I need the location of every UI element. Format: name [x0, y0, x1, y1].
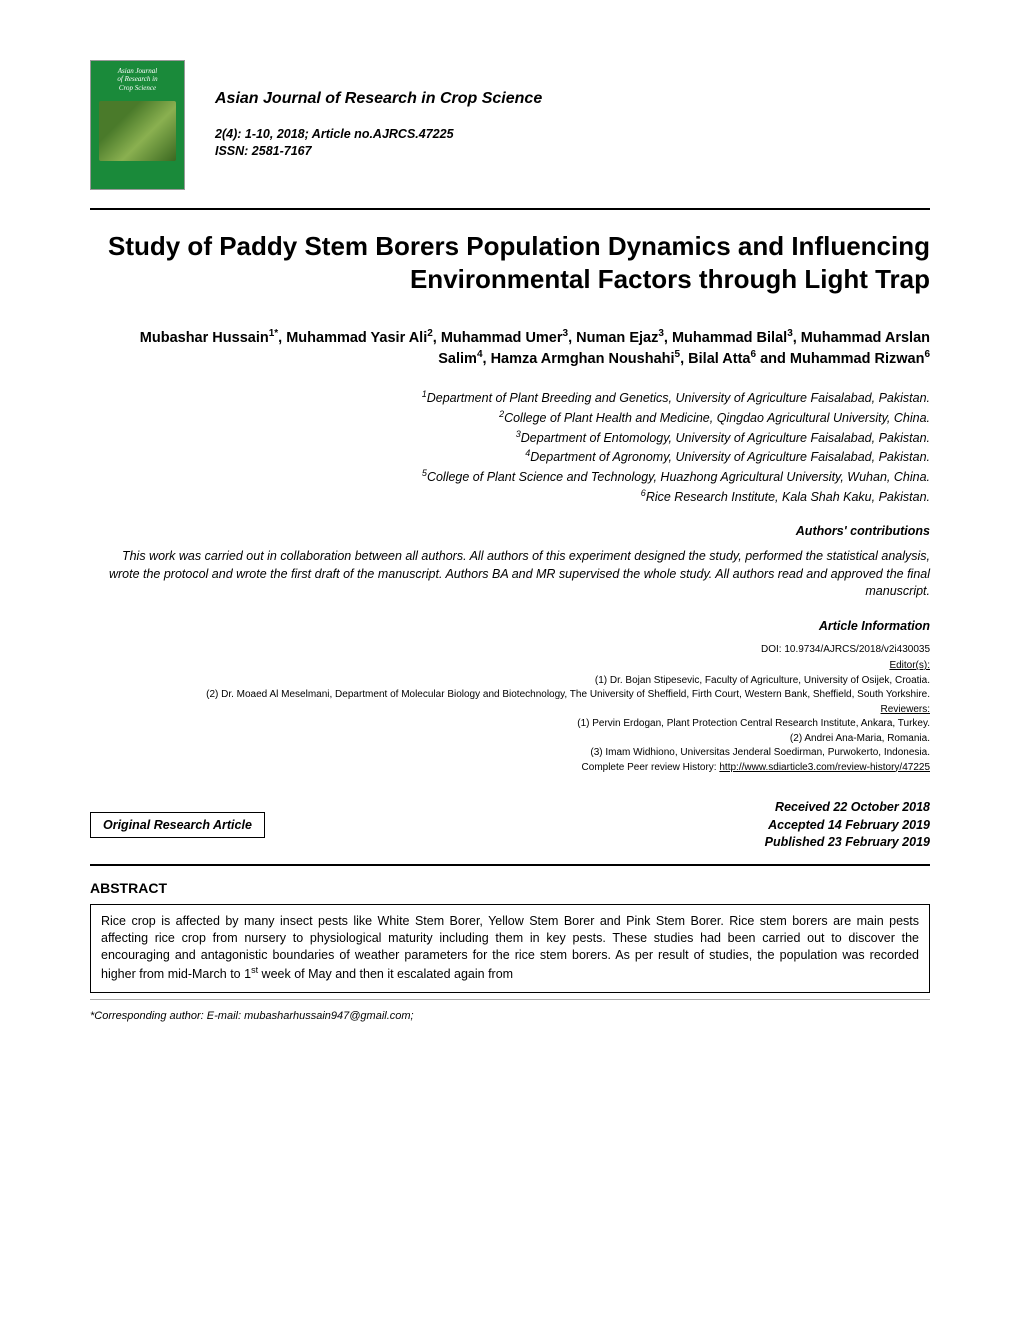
article-info-label: Article Information [90, 619, 930, 633]
cover-title: Asian Journal of Research in Crop Scienc… [91, 61, 184, 92]
reviewers-label: Reviewers: [90, 703, 930, 718]
peer-review-line: Complete Peer review History: http://www… [90, 761, 930, 776]
article-type-box: Original Research Article [90, 812, 265, 838]
reviewer-line: (3) Imam Widhiono, Universitas Jenderal … [90, 746, 930, 761]
journal-meta: Asian Journal of Research in Crop Scienc… [215, 60, 542, 160]
peer-review-url[interactable]: http://www.sdiarticle3.com/review-histor… [719, 762, 930, 773]
journal-name: Asian Journal of Research in Crop Scienc… [215, 90, 542, 108]
issue-line: 2(4): 1-10, 2018; Article no.AJRCS.47225… [215, 126, 542, 160]
editors-label: Editor(s): [90, 659, 930, 674]
authors-list: Mubashar Hussain1*, Muhammad Yasir Ali2,… [90, 327, 930, 371]
reviewer-line: (1) Pervin Erdogan, Plant Protection Cen… [90, 717, 930, 732]
editor-line: (1) Dr. Bojan Stipesevic, Faculty of Agr… [90, 674, 930, 689]
cover-image-placeholder [99, 101, 176, 161]
article-dates: Received 22 October 2018 Accepted 14 Feb… [765, 799, 930, 852]
article-info-block: DOI: 10.9734/AJRCS/2018/v2i430035 Editor… [90, 643, 930, 776]
editor-line: (2) Dr. Moaed Al Meselmani, Department o… [90, 688, 930, 703]
contributions-text: This work was carried out in collaborati… [90, 548, 930, 601]
received-date: Received 22 October 2018 [765, 799, 930, 817]
affiliations: 1Department of Plant Breeding and Geneti… [90, 388, 930, 506]
corresponding-author: *Corresponding author: E-mail: mubasharh… [90, 1010, 930, 1022]
accepted-date: Accepted 14 February 2019 [765, 817, 930, 835]
header-row: Asian Journal of Research in Crop Scienc… [90, 60, 930, 190]
published-date: Published 23 February 2019 [765, 834, 930, 852]
footer-rule [90, 999, 930, 1000]
header-rule [90, 208, 930, 210]
reviewer-line: (2) Andrei Ana-Maria, Romania. [90, 732, 930, 747]
article-title: Study of Paddy Stem Borers Population Dy… [90, 230, 930, 297]
doi: DOI: 10.9734/AJRCS/2018/v2i430035 [90, 643, 930, 658]
abstract-box: Rice crop is affected by many insect pes… [90, 904, 930, 993]
abstract-label: ABSTRACT [90, 880, 930, 896]
journal-cover-thumbnail: Asian Journal of Research in Crop Scienc… [90, 60, 185, 190]
dates-row: Original Research Article Received 22 Oc… [90, 799, 930, 852]
mid-rule [90, 864, 930, 866]
contributions-label: Authors' contributions [90, 524, 930, 538]
